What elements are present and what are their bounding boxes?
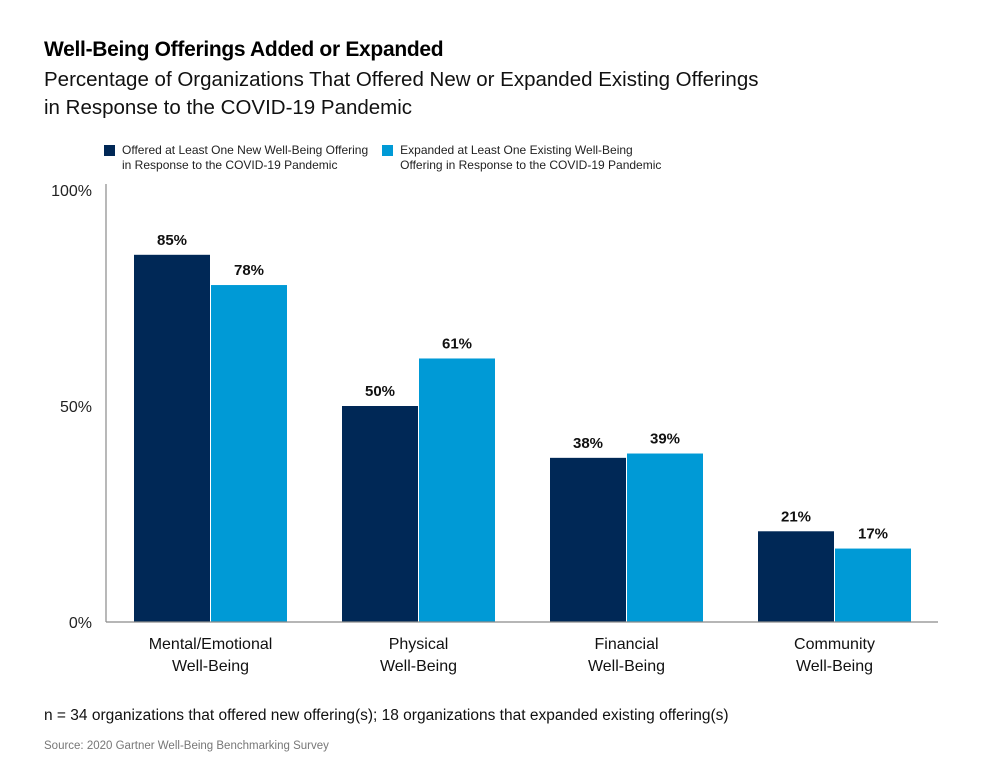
bar xyxy=(758,531,834,622)
legend-item-new: Offered at Least One New Well-Being Offe… xyxy=(104,143,368,173)
legend-line: Offering in Response to the COVID-19 Pan… xyxy=(400,158,662,172)
data-label: 39% xyxy=(650,431,680,448)
data-label: 61% xyxy=(442,335,472,352)
legend-item-expanded: Expanded at Least One Existing Well-Bein… xyxy=(382,143,661,173)
x-category-label: Financial xyxy=(594,636,658,653)
data-label: 78% xyxy=(234,262,264,279)
x-category-label: Community xyxy=(794,636,875,653)
x-category-label: Physical xyxy=(389,636,449,653)
bar-chart: 0% 50% 100% 85% 78% Mental/Emotional Well-Bein… xyxy=(51,183,938,675)
bar xyxy=(835,548,911,622)
source-note: Source: 2020 Gartner Well-Being Benchmar… xyxy=(44,740,329,752)
footnote: n = 34 organizations that offered new of… xyxy=(44,707,729,724)
bar xyxy=(211,285,287,622)
data-label: 17% xyxy=(858,526,888,543)
legend: Offered at Least One New Well-Being Offe… xyxy=(104,143,661,173)
bar xyxy=(342,406,418,622)
x-category-label: Well-Being xyxy=(380,658,457,675)
x-category-label: Mental/Emotional xyxy=(149,636,273,653)
y-tick-label: 100% xyxy=(51,183,92,200)
chart-subtitle: Percentage of Organizations That Offered… xyxy=(44,66,944,122)
legend-swatch-expanded xyxy=(382,145,394,156)
data-label: 85% xyxy=(157,232,187,249)
legend-label-expanded: Expanded at Least One Existing Well-Bein… xyxy=(400,143,661,173)
y-tick-label: 50% xyxy=(60,399,92,416)
bar xyxy=(627,453,703,622)
x-category-label: Well-Being xyxy=(172,658,249,675)
legend-line: Offered at Least One New Well-Being Offe… xyxy=(122,143,369,157)
subtitle-line: in Response to the COVID-19 Pandemic xyxy=(44,96,413,119)
data-label: 50% xyxy=(365,383,395,400)
bar xyxy=(419,358,495,622)
legend-label-new: Offered at Least One New Well-Being Offe… xyxy=(122,143,368,173)
legend-line: Expanded at Least One Existing Well-Bein… xyxy=(400,143,633,157)
legend-line: in Response to the COVID-19 Pandemic xyxy=(122,158,338,172)
data-label: 38% xyxy=(573,435,603,452)
bar xyxy=(550,457,626,622)
y-tick-label: 0% xyxy=(69,615,92,632)
x-category-label: Well-Being xyxy=(796,658,873,675)
data-label: 21% xyxy=(781,508,811,525)
x-category-label: Well-Being xyxy=(588,658,665,675)
subtitle-line: Percentage of Organizations That Offered… xyxy=(44,68,759,91)
chart-title: Well-Being Offerings Added or Expanded xyxy=(44,38,444,61)
bar xyxy=(134,254,210,623)
legend-swatch-new xyxy=(104,145,115,156)
